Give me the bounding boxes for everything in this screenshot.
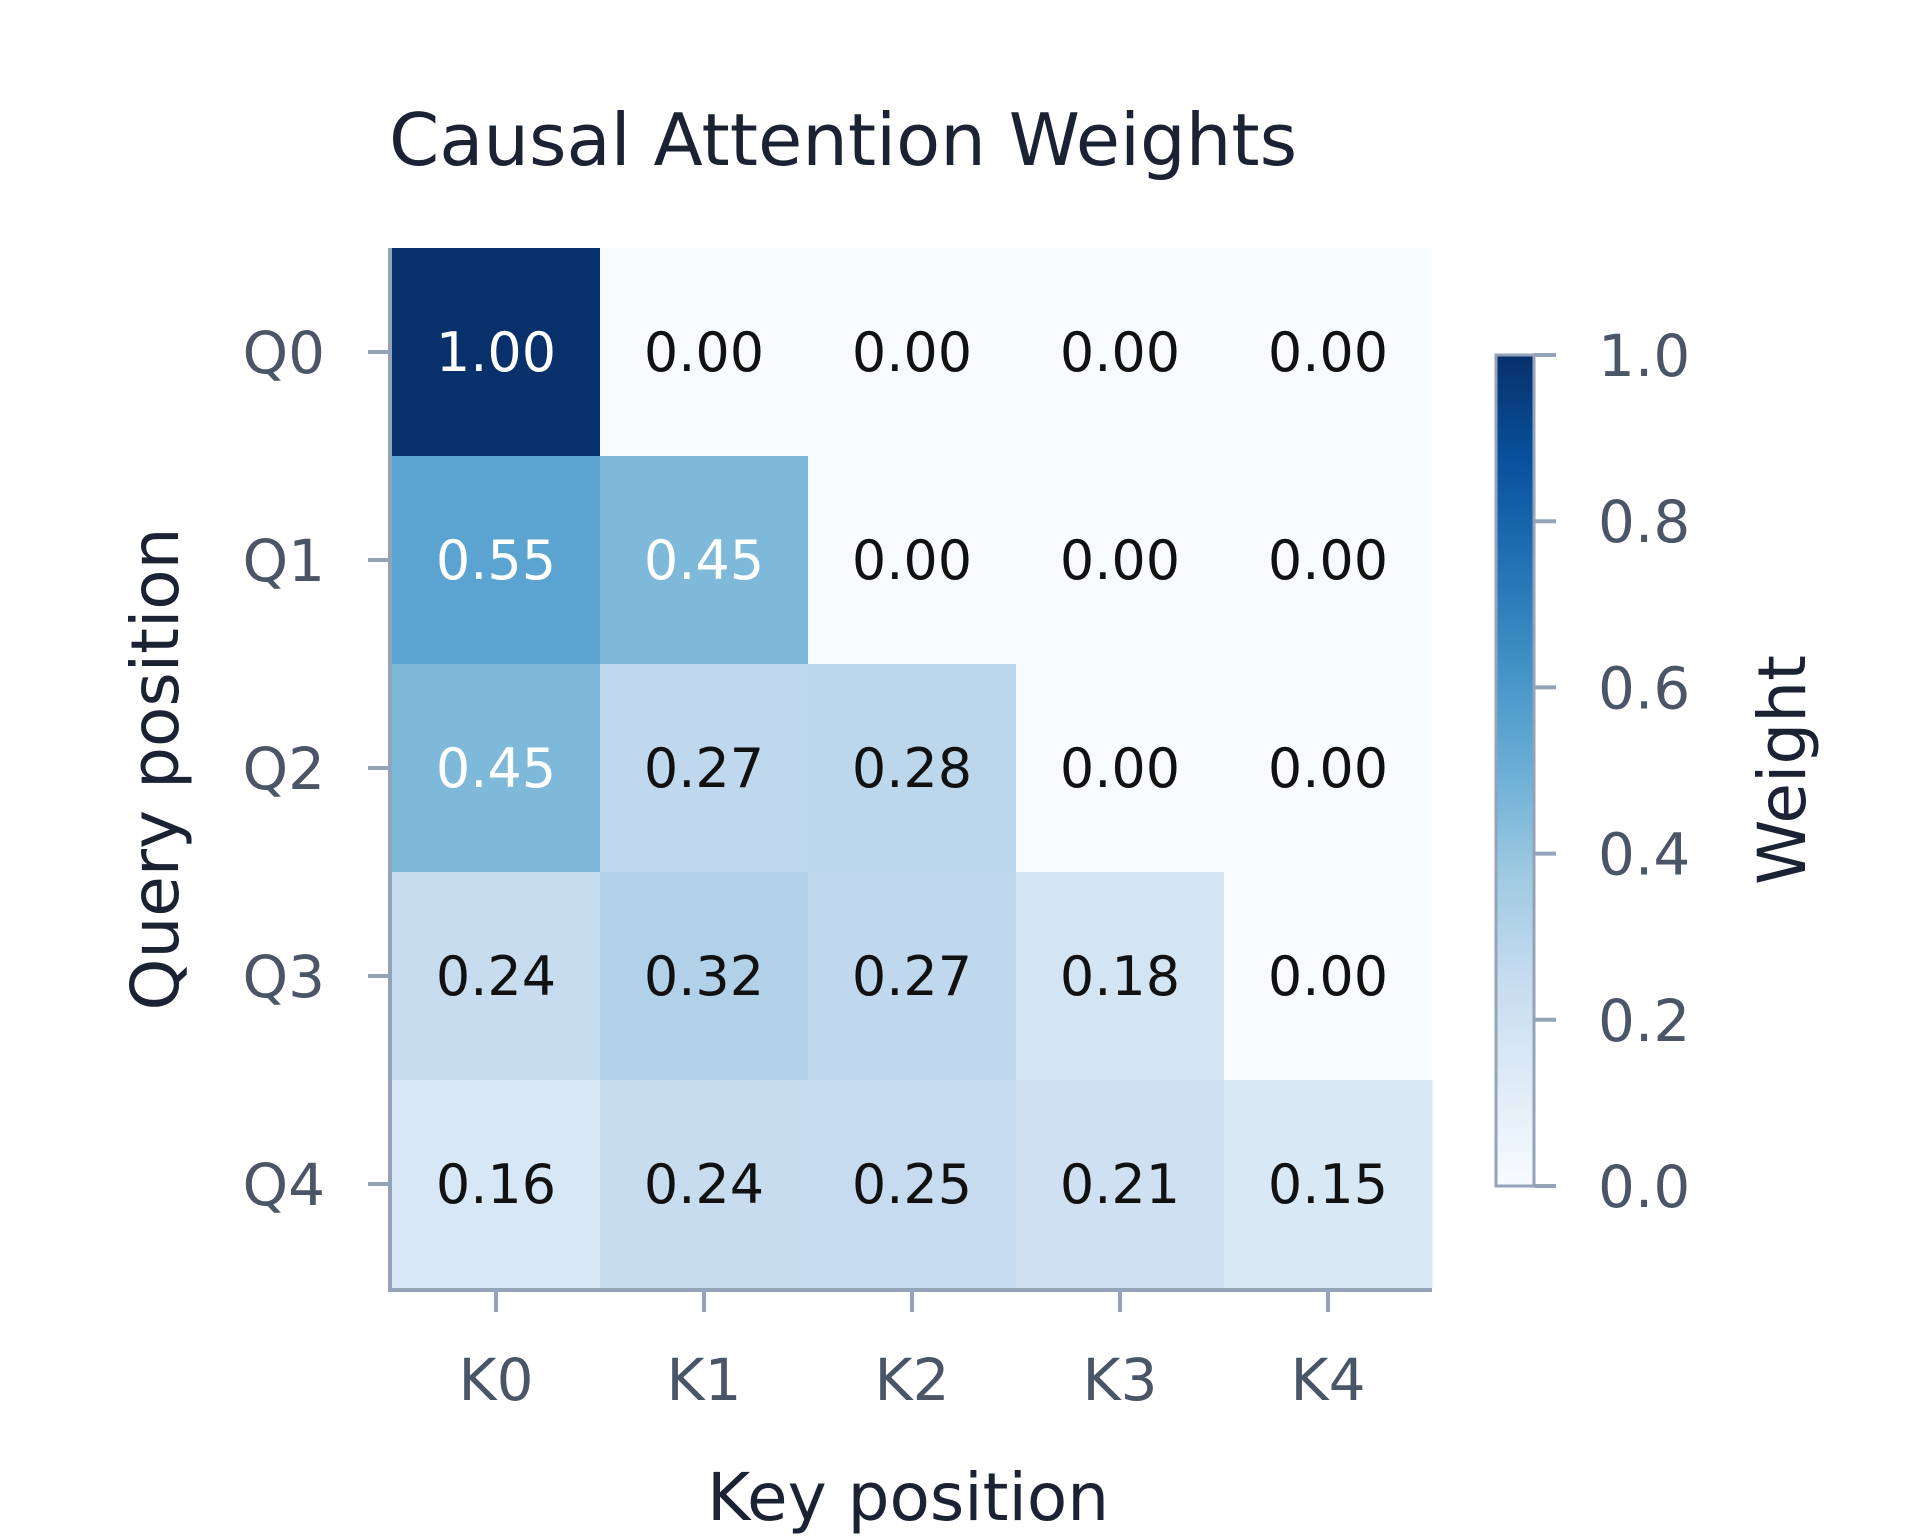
heatmap-cell-Q0-K3	[1016, 248, 1225, 457]
cell-value-label: 0.00	[852, 321, 972, 384]
x-tick-label: K1	[667, 1346, 742, 1414]
heatmap-cell-Q3-K0	[392, 872, 601, 1081]
heatmap-cell-Q4-K0	[392, 1080, 601, 1289]
cell-value-label: 0.00	[1268, 945, 1388, 1008]
cell-value-label: 0.28	[852, 737, 972, 800]
cell-value-label: 0.00	[1060, 529, 1180, 592]
cell-value-label: 0.24	[436, 945, 556, 1008]
y-tick-label: Q3	[242, 943, 325, 1011]
heatmap-cell-Q3-K1	[600, 872, 809, 1081]
x-tick-label: K3	[1083, 1346, 1158, 1414]
heatmap-cell-Q3-K3	[1016, 872, 1225, 1081]
cell-value-label: 0.25	[852, 1153, 972, 1216]
colorbar-tick-label: 0.0	[1598, 1153, 1690, 1221]
heatmap-cell-Q3-K2	[808, 872, 1017, 1081]
heatmap-cell-Q1-K1	[600, 456, 809, 665]
colorbar-tick-label: 0.4	[1598, 821, 1690, 889]
cell-value-label: 1.00	[436, 321, 556, 384]
cell-value-label: 0.00	[1268, 529, 1388, 592]
heatmap-cell-Q3-K4	[1224, 872, 1433, 1081]
cell-value-label: 0.00	[1268, 737, 1388, 800]
cell-value-label: 0.24	[644, 1153, 764, 1216]
heatmap-cell-Q1-K3	[1016, 456, 1225, 665]
heatmap-cells	[392, 248, 1433, 1289]
cell-value-label: 0.15	[1268, 1153, 1388, 1216]
x-axis-label: Key position	[707, 1459, 1109, 1536]
y-tick-label: Q2	[242, 735, 325, 803]
cell-value-label: 0.32	[644, 945, 764, 1008]
cell-value-label: 0.00	[852, 529, 972, 592]
colorbar: 0.0 0.2 0.4 0.6 0.8 1.0 Weight	[1494, 322, 1821, 1221]
y-axis-ticks: Q0 Q1 Q2 Q3 Q4	[242, 319, 388, 1219]
cell-value-label: 0.16	[436, 1153, 556, 1216]
cell-value-label: 0.27	[852, 945, 972, 1008]
colorbar-tick-label: 1.0	[1598, 322, 1690, 390]
colorbar-tick-label: 0.6	[1598, 654, 1690, 722]
y-tick-label: Q0	[242, 319, 325, 387]
heatmap-cell-Q0-K4	[1224, 248, 1433, 457]
heatmap-cell-Q4-K2	[808, 1080, 1017, 1289]
cell-value-label: 0.45	[644, 529, 764, 592]
y-axis-label: Query position	[117, 528, 194, 1011]
colorbar-tick-label: 0.8	[1598, 488, 1690, 556]
heatmap-cell-Q0-K2	[808, 248, 1017, 457]
heatmap-cell-Q4-K4	[1224, 1080, 1433, 1289]
heatmap-cell-Q2-K2	[808, 664, 1017, 873]
heatmap-axes	[388, 248, 1432, 1292]
cell-value-label: 0.18	[1060, 945, 1180, 1008]
heatmap-cell-Q2-K1	[600, 664, 809, 873]
cell-value-label: 0.55	[436, 529, 556, 592]
cell-value-label: 0.21	[1060, 1153, 1180, 1216]
colorbar-ticks: 0.0 0.2 0.4 0.6 0.8 1.0	[1534, 322, 1690, 1221]
heatmap-cell-Q1-K4	[1224, 456, 1433, 665]
colorbar-gradient	[1494, 353, 1536, 1188]
heatmap-cell-Q0-K1	[600, 248, 809, 457]
cell-value-label: 0.00	[1268, 321, 1388, 384]
x-axis-ticks: K0 K1 K2 K3 K4	[459, 1292, 1366, 1414]
y-tick-label: Q4	[242, 1151, 325, 1219]
heatmap-cell-Q2-K3	[1016, 664, 1225, 873]
x-tick-label: K2	[875, 1346, 950, 1414]
x-tick-label: K4	[1291, 1346, 1366, 1414]
heatmap-cell-Q4-K1	[600, 1080, 809, 1289]
heatmap-cell-Q4-K3	[1016, 1080, 1225, 1289]
cell-value-label: 0.00	[644, 321, 764, 384]
colorbar-label: Weight	[1744, 655, 1821, 885]
heatmap-cell-Q0-K0	[392, 248, 601, 457]
cell-value-label: 0.45	[436, 737, 556, 800]
heatmap-cell-Q2-K4	[1224, 664, 1433, 873]
heatmap-cell-Q2-K0	[392, 664, 601, 873]
chart-title: Causal Attention Weights	[389, 98, 1297, 182]
heatmap-cell-Q1-K0	[392, 456, 601, 665]
cell-value-label: 0.00	[1060, 737, 1180, 800]
cell-value-label: 0.27	[644, 737, 764, 800]
x-tick-label: K0	[459, 1346, 534, 1414]
cell-value-label: 0.00	[1060, 321, 1180, 384]
colorbar-tick-label: 0.2	[1598, 987, 1690, 1055]
y-tick-label: Q1	[242, 527, 325, 595]
heatmap-cell-labels: 1.00 0.00 0.00 0.00 0.00 0.55 0.45 0.00 0.00 0.00…	[436, 321, 1388, 1216]
heatmap-cell-Q1-K2	[808, 456, 1017, 665]
